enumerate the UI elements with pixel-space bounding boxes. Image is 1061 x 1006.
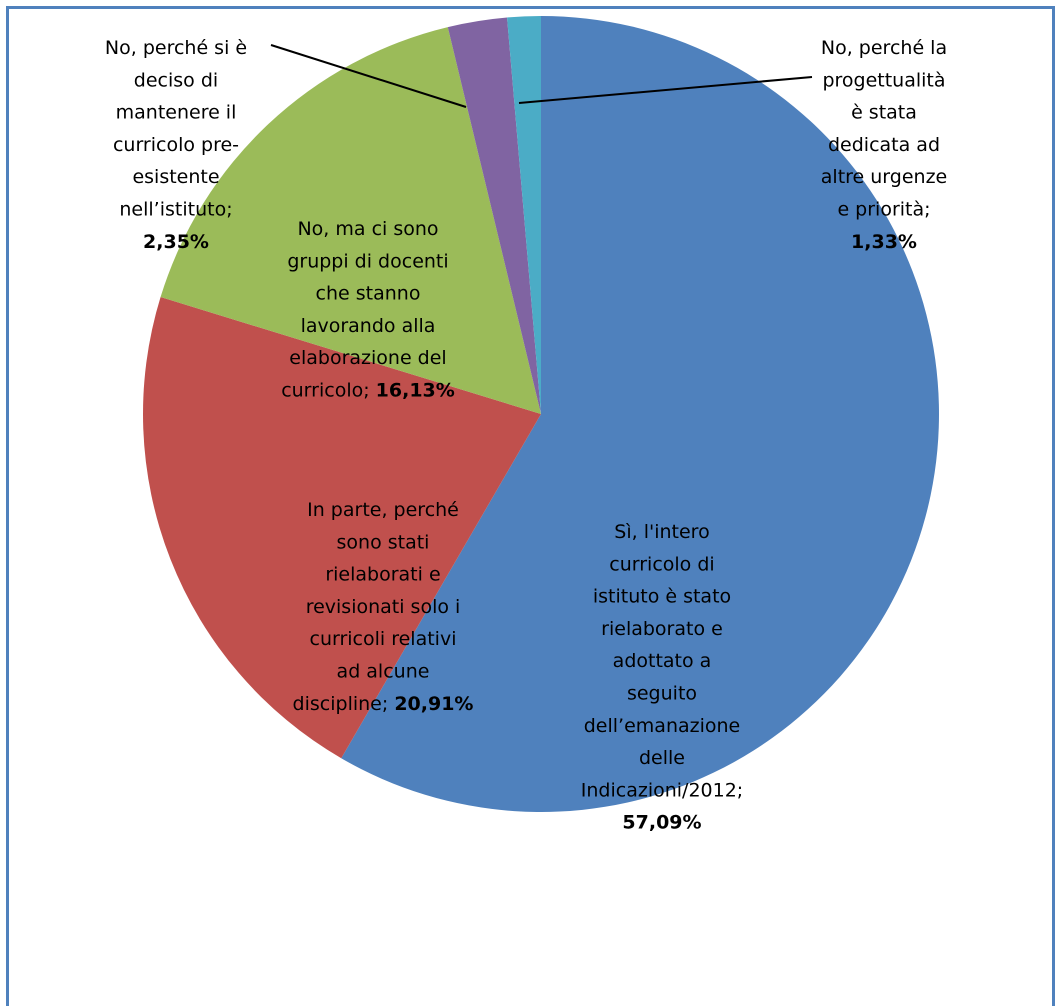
slice-label-5-line-6: e priorità; (837, 199, 930, 221)
pie-chart: Sì, l'intero curricolo di istituto è stato… (105, 15, 947, 834)
slice-label-5-line-5: altre urgenze (821, 166, 947, 188)
slice-label-2-line-1: In parte, perché (307, 499, 459, 521)
slice-percent-2: 20,91% (394, 693, 473, 715)
slice-label-3-line-2: gruppi di docenti (287, 250, 448, 272)
slice-label-1-line-5: adottato a (613, 650, 712, 672)
slice-label-1-line-8: delle (639, 747, 685, 769)
slice-label-2-line-3: rielaborati e (325, 564, 440, 586)
pie-slice-3 (160, 27, 541, 414)
leader-line-4 (270, 44, 467, 108)
pie-slice-4 (447, 17, 541, 414)
slice-percent-4: 2,35% (143, 231, 209, 253)
slice-label-1-line-9: Indicazioni/2012; (581, 779, 743, 801)
pie-slice-5 (507, 15, 541, 414)
slice-label-4-line-3: mantenere il (116, 102, 237, 124)
slice-label-3-line-6: curricolo; 16,13% (281, 380, 455, 402)
slice-label-1-line-2: curricolo di (609, 553, 714, 575)
slice-percent-1: 57,09% (622, 812, 701, 834)
slice-label-1-line-4: rielaborato e (601, 618, 723, 640)
slice-label-4-line-4: curricolo pre- (113, 134, 239, 156)
slice-label-3-line-5: elaborazione del (289, 347, 446, 369)
slice-label-3-line-4: lavorando alla (301, 315, 436, 337)
slice-label-2-line-6: ad alcune (337, 661, 430, 683)
pie-slice-2 (143, 297, 541, 759)
slice-label-5-line-3: è stata (851, 102, 917, 124)
slice-label-4-line-5: esistente (132, 166, 219, 188)
slice-label-1-line-6: seguito (627, 683, 697, 705)
slice-label-2-line-4: revisionati solo i (306, 596, 461, 618)
slice-label-1-line-3: istituto è stato (593, 586, 731, 608)
slice-label-3-line-3: che stanno (316, 283, 421, 305)
slice-label-5-line-1: No, perché la (821, 37, 947, 59)
pie-slice-1 (341, 16, 939, 812)
slice-label-2-line-5: curricoli relativi (310, 628, 457, 650)
slice-label-4-line-6: nell’istituto; (119, 199, 232, 221)
slice-label-4-line-2: deciso di (134, 69, 218, 91)
slice-percent-5: 1,33% (851, 231, 917, 253)
slice-label-1-line-7: dell’emanazione (584, 715, 740, 737)
slice-label-5-line-2: progettualità (822, 69, 945, 91)
slice-label-4-line-1: No, perché si è (105, 37, 247, 59)
slice-label-2-line-7: discipline; 20,91% (293, 693, 474, 715)
leader-line-5 (518, 76, 813, 104)
slice-label-3-line-1: No, ma ci sono (297, 218, 438, 240)
slice-label-1-line-1: Sì, l'intero (614, 521, 709, 543)
slice-label-5-line-4: dedicata ad (828, 134, 940, 156)
slice-label-2-line-2: sono stati (337, 531, 430, 553)
slice-percent-3: 16,13% (376, 380, 455, 402)
